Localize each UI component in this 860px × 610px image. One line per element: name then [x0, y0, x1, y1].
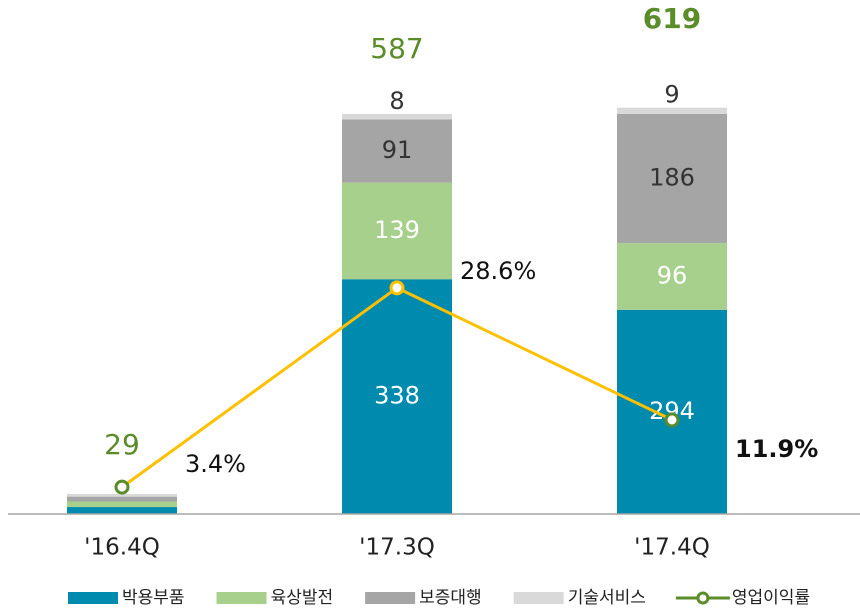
- bar-segment: [342, 279, 452, 514]
- legend-swatch-marker: [696, 591, 710, 605]
- bar-segment: [342, 113, 452, 120]
- line-marker: [114, 479, 130, 495]
- line-value-label: 3.4%: [185, 450, 246, 478]
- bar-segment: [617, 113, 727, 244]
- legend-label: 보증대행: [419, 588, 482, 608]
- line-marker: [389, 280, 405, 296]
- bar-segment: [342, 119, 452, 183]
- bar-segment: [342, 182, 452, 280]
- legend-label: 영업이익률: [732, 588, 810, 608]
- bar-segment: [67, 493, 177, 497]
- legend-label: 육상발전: [271, 588, 334, 608]
- legend-swatch: [68, 592, 118, 604]
- legend-swatch: [365, 592, 416, 604]
- bar-segment: [617, 107, 727, 114]
- x-tick-label: '17.4Q: [634, 535, 710, 561]
- legend-swatch: [513, 592, 564, 604]
- total-label: 29: [104, 428, 140, 461]
- legend-label: 박용부품: [122, 588, 185, 608]
- bar-segment: [67, 507, 177, 514]
- total-label: 587: [370, 32, 423, 65]
- x-tick-label: '17.3Q: [359, 535, 435, 561]
- segment-label: 96: [657, 261, 688, 289]
- bar-segment: [67, 496, 177, 502]
- segment-label: 186: [649, 164, 695, 192]
- segment-label: 91: [382, 136, 413, 164]
- x-tick-label: '16.4Q: [84, 535, 160, 561]
- segment-label: 8: [389, 87, 404, 115]
- line-value-label: 28.6%: [460, 257, 536, 285]
- legend-label: 기술서비스: [568, 588, 646, 608]
- segment-label: 338: [374, 382, 420, 410]
- segment-label: 139: [374, 216, 420, 244]
- line-value-label: 11.9%: [735, 435, 818, 463]
- bar-segment: [67, 501, 177, 508]
- line-marker: [664, 412, 680, 428]
- legend-swatch: [216, 592, 267, 604]
- segment-label: 9: [664, 81, 679, 109]
- total-label: 619: [643, 2, 701, 35]
- bar-segment: [617, 243, 727, 310]
- bar-segment: [617, 309, 727, 514]
